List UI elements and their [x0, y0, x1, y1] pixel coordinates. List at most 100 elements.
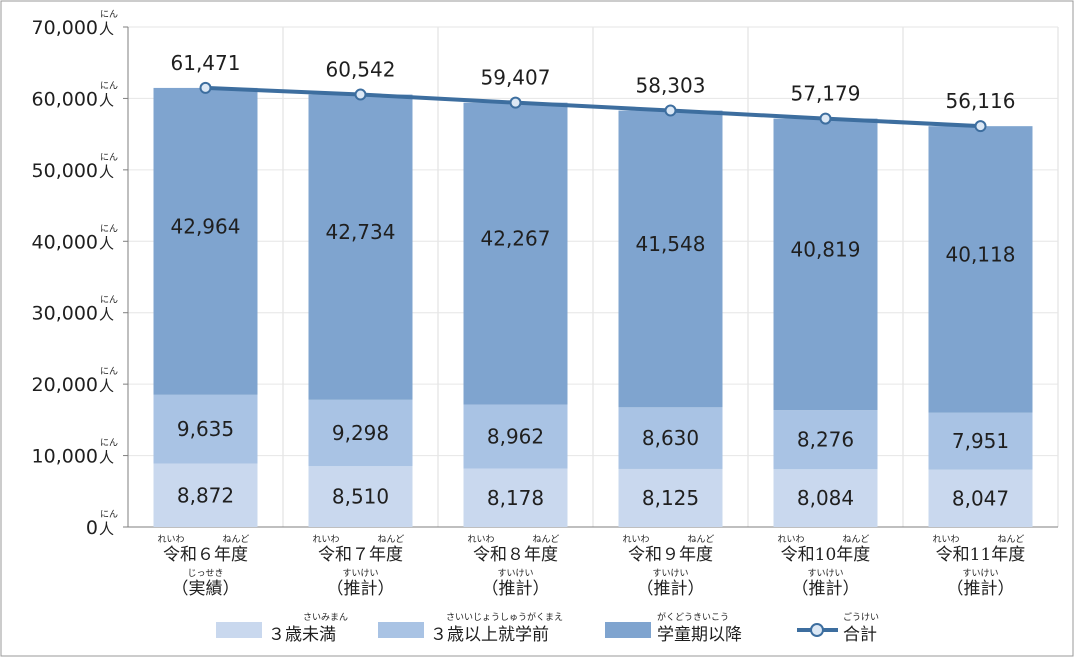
legend-ruby: さいみまん: [303, 612, 348, 623]
bar-segment-1: [618, 468, 723, 527]
bar-segment-2: [463, 404, 568, 469]
category-ruby-right: ねんど: [688, 534, 715, 545]
category-sub-ruby: すいけい: [497, 568, 533, 579]
category-label: 令和10年度: [781, 545, 871, 565]
bar-segment-2: [928, 412, 1033, 470]
bars: [153, 87, 1033, 527]
y-tick-unit: 人: [99, 377, 114, 395]
y-tick-unit-ruby: にん: [100, 80, 118, 91]
category-sub-ruby: すいけい: [962, 568, 998, 579]
category-sub-label: （推計）: [792, 579, 860, 599]
legend-ruby: ごうけい: [843, 611, 879, 623]
bar-segment-2: [308, 399, 413, 467]
bar-segment-1: [463, 468, 568, 527]
legend-label: 学童期以降: [657, 625, 742, 645]
category-sub-ruby: すいけい: [652, 568, 688, 579]
category-sub-label: （推計）: [482, 579, 550, 599]
bar-segment-3: [463, 102, 568, 405]
total-value-label: 56,116: [946, 89, 1016, 113]
bar-value-label: 42,964: [171, 214, 241, 238]
y-tick-unit-ruby: にん: [100, 9, 118, 20]
category-sub-label: （推計）: [947, 579, 1015, 599]
y-tick-unit: 人: [99, 449, 114, 467]
category-label: 令和７年度: [318, 545, 403, 565]
y-tick-unit-ruby: にん: [100, 509, 118, 520]
bar-value-label: 41,548: [636, 232, 706, 256]
legend: さいみまん ３歳未満 さいいじょうしゅうがくまえ ３歳以上就学前 がくどうきいこう学童期…: [216, 611, 879, 645]
category-sub-ruby: すいけい: [342, 568, 378, 579]
legend-label: ３歳以上就学前: [430, 625, 549, 645]
bar-value-label: 8,178: [487, 486, 544, 510]
total-point: [664, 104, 677, 117]
legend-swatch-3: [605, 622, 651, 638]
total-point: [974, 120, 987, 133]
legend-ruby: さいいじょうしゅうがくまえ: [446, 611, 563, 623]
category-label: 令和11年度: [936, 545, 1026, 565]
bar-value-label: 8,962: [487, 425, 544, 449]
bar-segment-2: [618, 407, 723, 469]
category-ruby-right: ねんど: [378, 534, 405, 545]
category-ruby-left: れいわ: [623, 534, 650, 545]
total-point: [819, 112, 832, 125]
legend-ruby: がくどうきいこう: [657, 611, 729, 623]
category-ruby-left: れいわ: [778, 534, 805, 545]
bar-value-label: 8,872: [177, 483, 234, 507]
total-series-line: [205, 85, 981, 129]
bar-value-label: 42,267: [481, 227, 551, 251]
category-sub-label: （実績）: [172, 579, 240, 599]
bar-value-label: 9,298: [332, 421, 389, 445]
y-tick-label: 50,000: [32, 160, 98, 182]
bar-segment-1: [308, 466, 413, 527]
y-tick-label: 10,000: [32, 446, 98, 468]
y-tick-label: 20,000: [32, 374, 98, 396]
y-tick-unit-ruby: にん: [100, 223, 118, 234]
total-value-label: 59,407: [481, 66, 551, 90]
y-tick-label: 0: [86, 517, 98, 539]
total-point: [199, 81, 212, 94]
legend-label: ３歳未満: [268, 625, 336, 645]
total-value-label: 61,471: [171, 51, 241, 75]
legend-swatch-total-marker: [810, 623, 824, 637]
bar-value-label: 40,118: [946, 242, 1016, 266]
category-sub-label: （推計）: [637, 579, 705, 599]
total-point: [354, 88, 367, 101]
legend-swatch-1: [216, 622, 262, 638]
category-sub-ruby: じっせき: [187, 568, 223, 579]
bar-labels: 8,872 9,635 42,964 8,510 9,298 42,734 8,178 8,9…: [171, 214, 1016, 510]
category-ruby-right: ねんど: [223, 534, 250, 545]
bar-segment-3: [773, 118, 878, 411]
category-ruby-right: ねんど: [843, 534, 870, 545]
category-sub-ruby: すいけい: [807, 568, 843, 579]
category-label: 令和６年度: [163, 545, 248, 565]
bar-value-label: 40,819: [791, 237, 861, 261]
y-tick-label: 60,000: [32, 88, 98, 110]
bar-segment-2: [153, 394, 258, 464]
y-tick-unit: 人: [99, 520, 114, 538]
bar-value-label: 9,635: [177, 417, 234, 441]
category-ruby-right: ねんど: [533, 534, 560, 545]
bar-value-label: 8,276: [797, 428, 854, 452]
y-tick-label: 70,000: [32, 17, 98, 39]
category-ruby-right: ねんど: [998, 534, 1025, 545]
total-value-label: 60,542: [326, 58, 396, 82]
bar-segment-1: [153, 463, 258, 527]
category-label: 令和９年度: [628, 545, 713, 565]
bar-value-label: 42,734: [326, 220, 396, 244]
y-tick-unit: 人: [99, 20, 114, 38]
bar-value-label: 8,125: [642, 486, 699, 510]
bar-value-label: 8,084: [797, 486, 854, 510]
y-tick-label: 40,000: [32, 231, 98, 253]
legend-label: 合計: [843, 625, 877, 645]
category-ruby-left: れいわ: [313, 534, 340, 545]
y-tick-label: 30,000: [32, 303, 98, 325]
y-tick-unit-ruby: にん: [100, 438, 118, 449]
bar-value-label: 7,951: [952, 429, 1009, 453]
bar-value-label: 8,510: [332, 485, 389, 509]
y-tick-unit: 人: [99, 234, 114, 252]
bar-segment-3: [928, 126, 1033, 413]
bar-segment-3: [618, 110, 723, 408]
bar-segment-1: [773, 469, 878, 527]
